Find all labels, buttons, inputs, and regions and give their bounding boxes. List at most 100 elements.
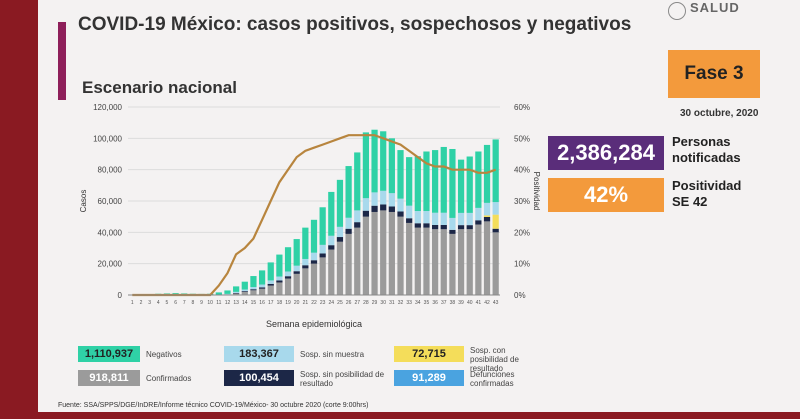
personas-value: 2,386,284 [548,136,664,170]
bar-segment [466,225,473,230]
bar-segment [483,216,491,222]
bar-segment [345,233,352,295]
positividad-label-line2: SE 42 [672,194,708,209]
bar-segment [457,159,465,213]
bar-segment [233,286,240,292]
bar-segment [250,276,257,288]
bar-segment [293,239,300,266]
x-tick-label: 13 [233,300,239,306]
x-tick-label: 5 [166,300,169,306]
bar-segment [423,227,430,295]
bar-segment [371,211,378,295]
y-tick-label: 100,000 [93,134,122,143]
x-tick-label: 20 [294,300,300,306]
y-tick-label: 20,000 [98,260,123,269]
bar-segment [414,223,421,228]
bar-segment [276,276,283,281]
page-title: COVID-19 México: casos positivos, sospec… [78,14,632,35]
y2-tick-label: 20% [514,228,530,237]
bar-segment [475,151,482,208]
bar-segment [302,265,309,269]
bar-segment [310,219,318,253]
legend-negativos-value: 1,110,937 [78,346,140,362]
bar-segment [345,228,352,234]
bar-segment [388,138,395,194]
bar-segment [336,241,344,295]
x-tick-label: 7 [183,300,186,306]
bar-segment [449,233,456,295]
personas-label-line2: notificadas [672,150,741,165]
bar-segment [250,287,257,290]
y2-tick-label: 60% [514,103,530,112]
x-tick-label: 24 [329,300,335,306]
legend-negativos-label: Negativos [146,350,182,359]
bar-segment [406,205,413,219]
x-tick-label: 28 [363,300,369,306]
bar-segment [302,227,309,259]
x-tick-label: 35 [424,300,430,306]
legend-sosp-posibilidad-value: 72,715 [394,346,464,362]
bar-segment [414,227,421,295]
x-axis-label: Semana epidemiológica [266,319,362,329]
bar-segment [423,151,430,212]
legend-confirmados-label: Confirmados [146,374,192,383]
positividad-label-line1: Positividad [672,178,742,193]
bar-segment [466,212,473,226]
chart-axes: 0 20,000 40,000 60,000 80,000 100,000 120,000 0… [79,103,540,329]
bar-segment [267,262,274,281]
bar-segment [362,132,370,199]
y-tick-label: 40,000 [98,228,123,237]
bar-segment [475,207,482,221]
bar-segment [371,205,378,212]
bar-segment [397,211,404,217]
bar-segment [432,212,439,225]
x-tick-label: 41 [476,300,482,306]
bar-segment [267,283,274,286]
bar-segment [284,278,292,295]
x-tick-label: 11 [216,300,221,306]
x-tick-label: 19 [285,300,291,306]
x-tick-label: 39 [458,300,464,306]
bar-segment [362,216,370,295]
bar-segment [241,281,248,290]
bar-segment [319,207,326,245]
source-note: Fuente: SSA/SPPS/DGE/InDRE/Informe técni… [58,402,369,409]
y2-tick-label: 30% [514,197,530,206]
bar-segment [362,210,370,217]
x-tick-label: 1 [131,300,134,306]
bar-segment [310,252,318,261]
chart-bars [137,129,499,296]
bar-segment [440,224,447,230]
bar-segment [475,220,482,225]
bar-segment [414,211,421,224]
legend-sosp-sin-posibilidad-label: Sosp. sin posibilidad de resultado [300,370,385,388]
bar-segment [302,258,309,266]
bar-segment [388,206,395,212]
salud-logo: SALUD [668,0,762,22]
bar-segment [354,227,361,295]
bar-segment [492,214,499,229]
bar-segment [354,152,361,211]
bar-segment [492,232,499,295]
bar-segment [319,257,326,295]
bar-segment [250,289,257,291]
bar-segment [492,228,499,233]
bar-segment [267,285,274,295]
bar-segment [336,237,344,242]
bar-segment [440,146,447,213]
bar-segment [215,292,222,295]
bar-segment [466,229,473,295]
x-tick-label: 4 [157,300,160,306]
bar-segment [241,289,248,292]
bar-segment [457,212,465,226]
bar-segment [432,224,439,230]
bar-segment [336,226,344,238]
bar-segment [319,253,326,258]
bar-segment [250,290,257,295]
bar-segment [423,223,430,228]
x-tick-label: 6 [174,300,177,306]
bar-segment [354,210,361,223]
bar-segment [440,212,447,225]
legend-defunciones-label: Defunciones confirmadas [470,370,515,388]
bar-segment [241,291,248,292]
